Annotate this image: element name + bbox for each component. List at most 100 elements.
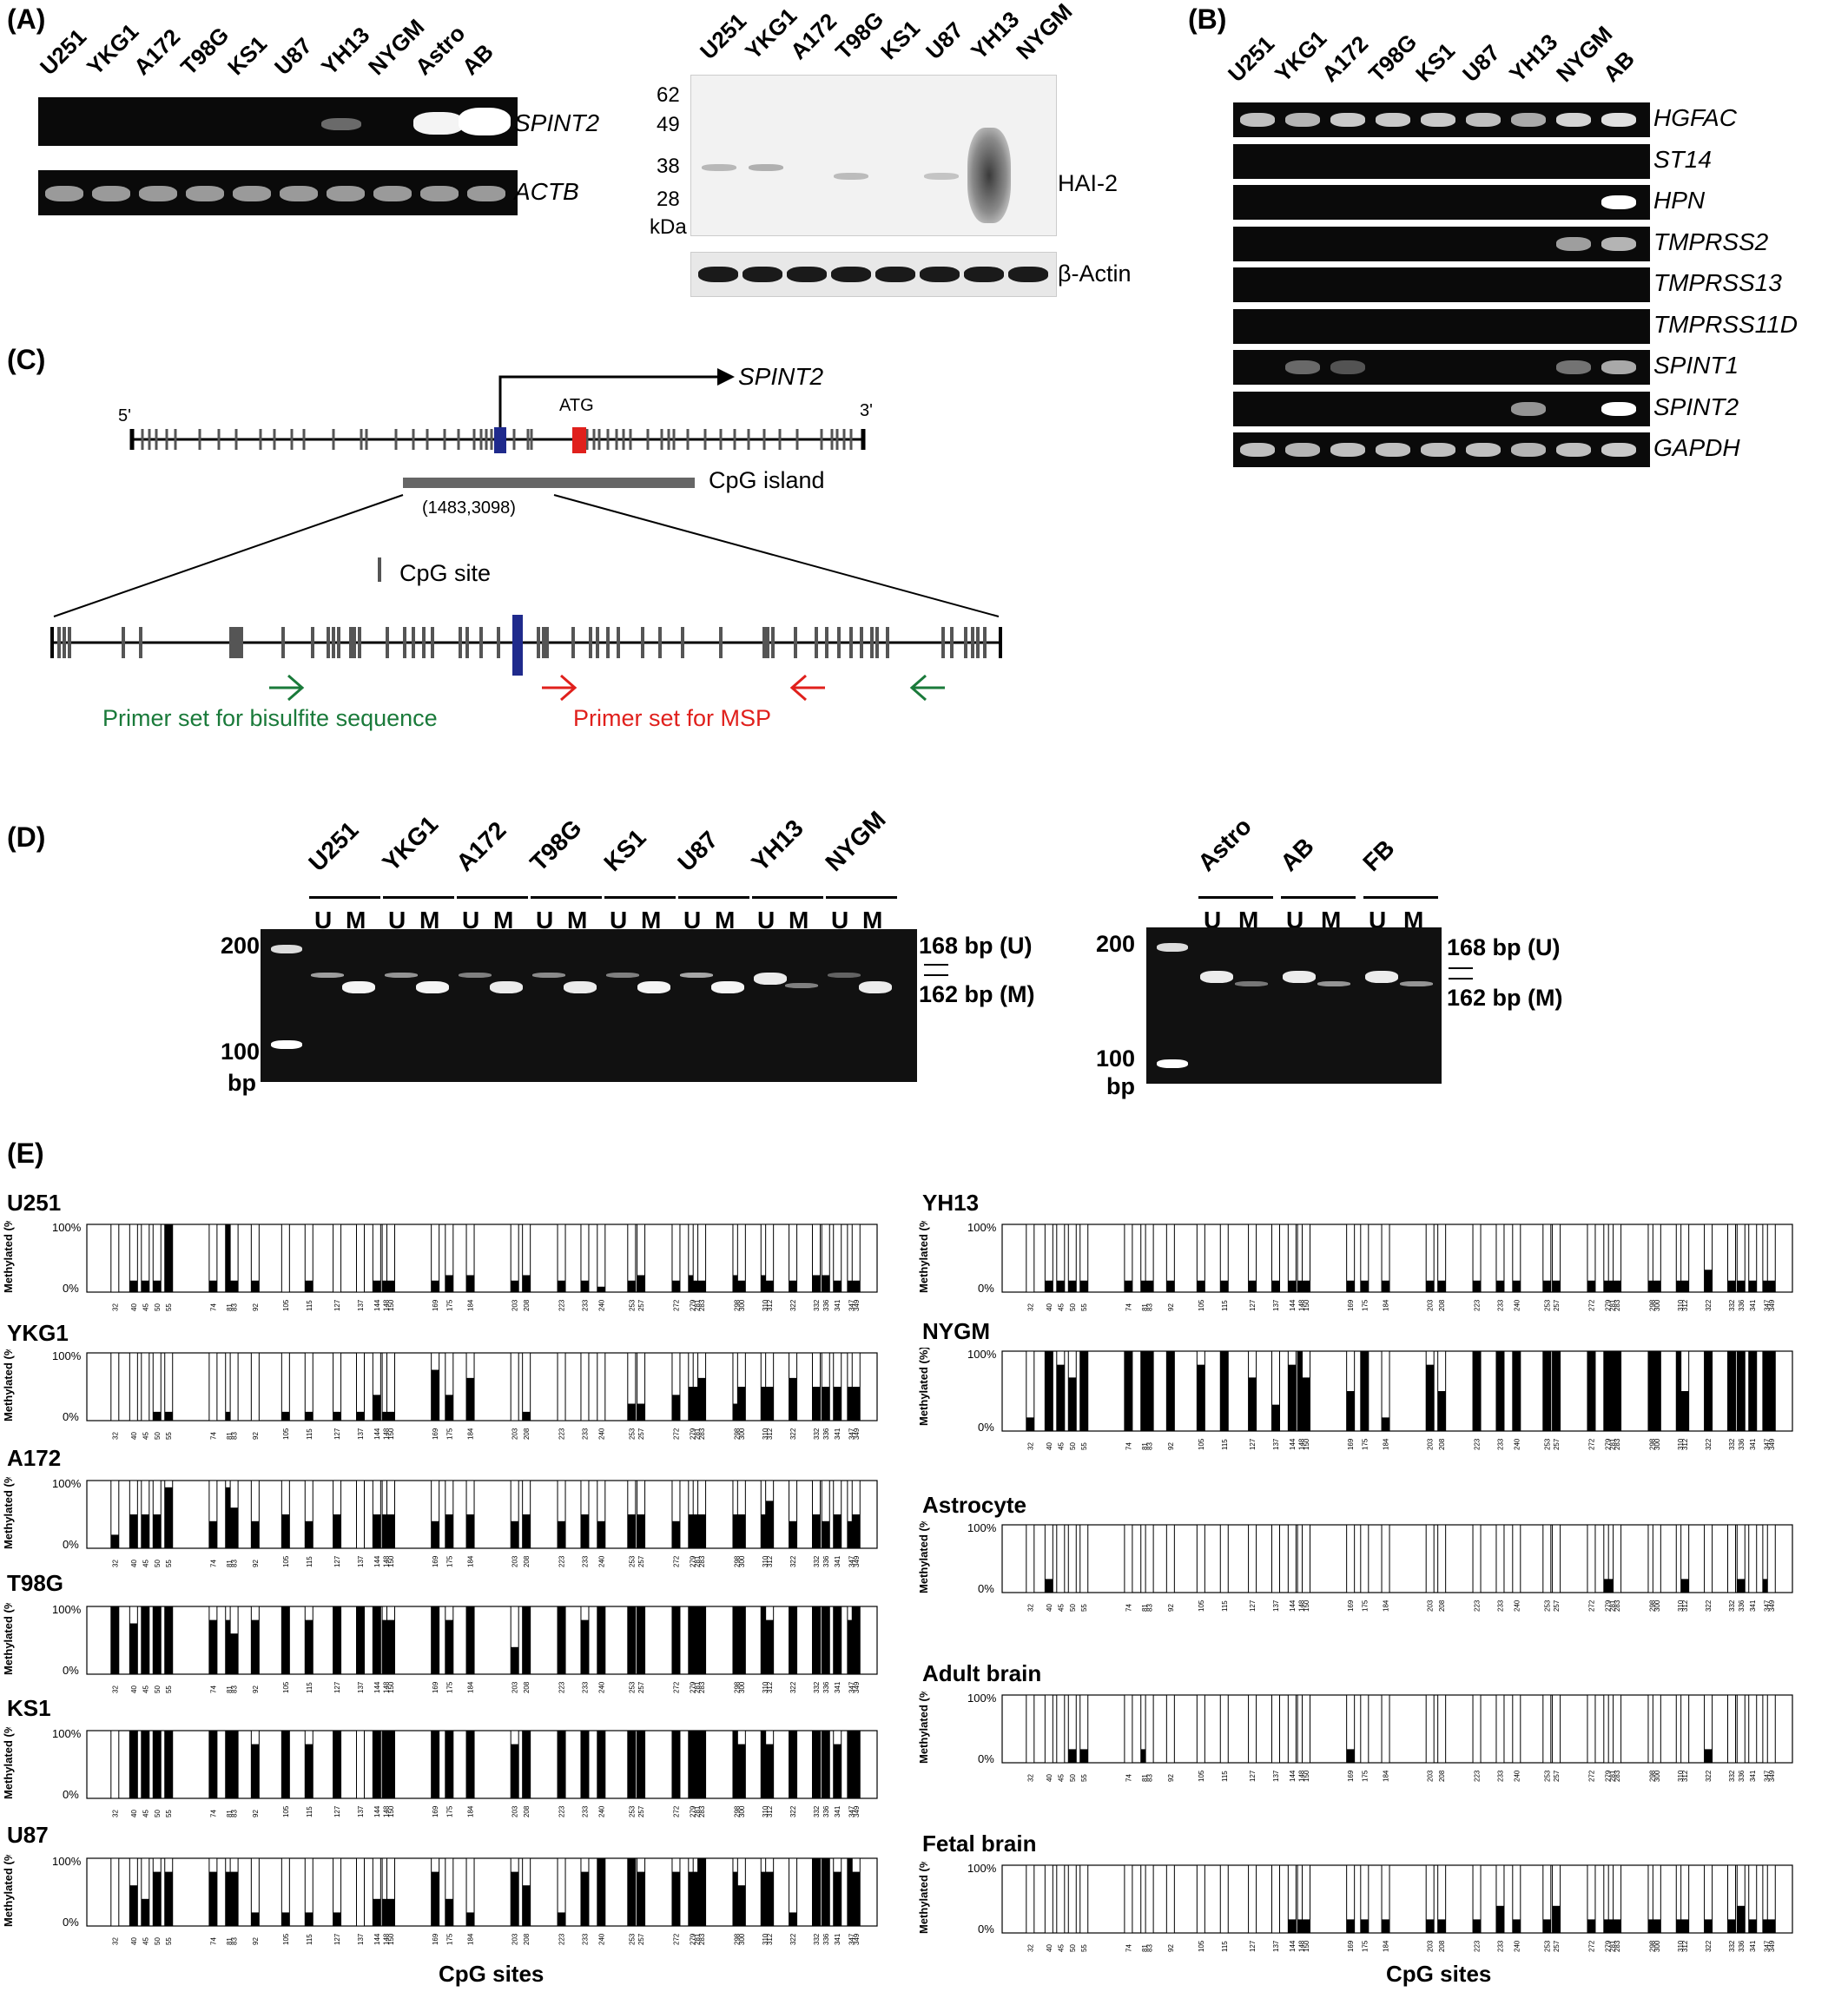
d-lane-u: U — [462, 907, 480, 933]
cpg-site-label-281: 281 — [694, 1555, 702, 1567]
cpg-site-label-184: 184 — [1383, 1770, 1390, 1782]
cpg-site-label-332: 332 — [1728, 1940, 1736, 1952]
cpg-bar-203 — [511, 1520, 519, 1548]
cpg-bar-208 — [522, 1411, 531, 1421]
cpg-site-label-32: 32 — [111, 1560, 119, 1567]
cpg-bar-312 — [765, 1871, 774, 1926]
cpg-bar-45 — [1056, 1364, 1065, 1431]
cpg-bar-312 — [765, 1744, 774, 1798]
cpg-site-label-300: 300 — [738, 1555, 746, 1567]
cpg-site-label-233: 233 — [581, 1681, 589, 1693]
zoom-tss-marker — [512, 615, 523, 676]
cpg-site-label-233: 233 — [581, 1299, 589, 1311]
cpg-bar-253 — [627, 1280, 636, 1292]
cpg-site-label-300: 300 — [1653, 1299, 1661, 1311]
cpg-site-label-332: 332 — [1728, 1299, 1736, 1311]
cpg-site-label-349: 349 — [853, 1681, 861, 1693]
band-m-fb — [1400, 981, 1433, 986]
cpg-bar-105 — [281, 1514, 290, 1548]
gel-tmprss13 — [1233, 267, 1650, 302]
cpg-site-label-281: 281 — [694, 1299, 702, 1311]
e-title-nygm: NYGM — [922, 1318, 990, 1344]
cpg-bar-frame-127 — [1248, 1694, 1257, 1764]
cpg-bar-frame-74 — [208, 1352, 218, 1421]
cpg-site-label-281: 281 — [1609, 1940, 1617, 1952]
cpg-bar-279 — [688, 1387, 696, 1421]
plot-frame — [86, 1857, 878, 1927]
cpg-site-label-105: 105 — [1198, 1770, 1205, 1782]
cpg-bar-281 — [693, 1606, 702, 1674]
transcription-arrow-line — [498, 375, 723, 427]
cpg-bar-50 — [153, 1514, 162, 1548]
y-axis-label: Methylated (%) — [917, 1862, 930, 1934]
cpg-site-label-341: 341 — [834, 1428, 842, 1440]
cpg-bar-336 — [1737, 1280, 1746, 1292]
y-tick-0: 0% — [63, 1916, 79, 1929]
cpg-bar-253 — [1542, 1351, 1551, 1431]
cpg-bar-312 — [765, 1619, 774, 1674]
cpg-bar-298 — [732, 1606, 741, 1674]
cpg-bar-frame-74 — [1124, 1694, 1133, 1764]
cpg-bar-233 — [1495, 1351, 1504, 1431]
wb-lane-label-u251: U251 — [695, 8, 752, 65]
cpg-site-label-300: 300 — [1653, 1438, 1661, 1450]
d-lane-u: U — [388, 907, 406, 933]
cpg-site-label-92: 92 — [1167, 1604, 1175, 1612]
cpg-site-label-175: 175 — [1361, 1438, 1369, 1450]
gel-tmprss11d — [1233, 308, 1650, 344]
cpg-site-label-312: 312 — [1681, 1299, 1689, 1311]
cpg-bar-frame-45 — [141, 1352, 150, 1421]
cpg-bar-frame-105 — [280, 1224, 290, 1293]
d-group-label-astro: Astro — [1192, 812, 1257, 877]
cpg-site-label-322: 322 — [1705, 1438, 1713, 1450]
cpg-site-label-332: 332 — [813, 1428, 821, 1440]
cpg-site-label-175: 175 — [446, 1555, 453, 1567]
cpg-site-label-45: 45 — [1057, 1442, 1065, 1450]
cpg-bar-240 — [597, 1731, 605, 1798]
lane-label-t98g: T98G — [175, 22, 234, 81]
e-title-yh13: YH13 — [922, 1190, 980, 1216]
cpg-site-label-50: 50 — [154, 1432, 162, 1440]
cpg-site-label-144: 144 — [373, 1805, 381, 1817]
band-gapdh — [1240, 443, 1275, 457]
cpg-bar-45 — [141, 1898, 149, 1926]
d-lane-m: M — [1403, 907, 1424, 933]
cpg-site-label-310: 310 — [762, 1681, 769, 1693]
d-group-label-u251: U251 — [303, 816, 364, 877]
cpg-bar-81 — [225, 1487, 234, 1548]
band-actin — [875, 267, 915, 282]
cpg-site-label-150: 150 — [387, 1428, 395, 1440]
band-m-a172 — [490, 981, 523, 993]
cpg-site-label-169: 169 — [432, 1933, 439, 1945]
cpg-site-label-283: 283 — [698, 1805, 706, 1817]
cpg-site-label-83: 83 — [1146, 1944, 1154, 1952]
cpg-bar-148 — [382, 1619, 391, 1674]
cpg-bar-349 — [1767, 1351, 1776, 1431]
y-tick-0: 0% — [63, 1788, 79, 1801]
cpg-site-label-105: 105 — [282, 1555, 290, 1567]
y-tick-0: 0% — [63, 1410, 79, 1423]
cpg-bar-279 — [688, 1871, 696, 1926]
cpg-site-label-347: 347 — [1763, 1940, 1771, 1952]
e-title-ykg1: YKG1 — [7, 1320, 69, 1346]
cpg-bar-frame-74 — [1124, 1524, 1133, 1593]
cpg-bar-223 — [558, 1731, 566, 1798]
cpg-bar-frame-32 — [110, 1352, 120, 1421]
cpg-bar-257 — [1552, 1351, 1561, 1431]
cpg-bar-253 — [627, 1403, 636, 1421]
cpg-site-label-253: 253 — [628, 1933, 636, 1945]
d-lane-m: M — [567, 907, 588, 933]
cpg-site-label-279: 279 — [1604, 1438, 1612, 1450]
d-lane-m: M — [789, 907, 809, 933]
cpg-bar-283 — [697, 1731, 706, 1798]
gene-label-actb: ACTB — [514, 178, 579, 205]
d-group-label-a172: A172 — [451, 816, 512, 877]
cpg-bar-298 — [1647, 1351, 1656, 1431]
cpg-bar-frame-50 — [152, 1352, 162, 1421]
cpg-site-label-347: 347 — [848, 1933, 855, 1945]
cpg-bar-169 — [1346, 1280, 1355, 1292]
cpg-island-bar — [403, 478, 695, 488]
d-left-band-u: 168 bp (U) — [919, 933, 1033, 959]
cpg-site-label-83: 83 — [231, 1685, 239, 1693]
